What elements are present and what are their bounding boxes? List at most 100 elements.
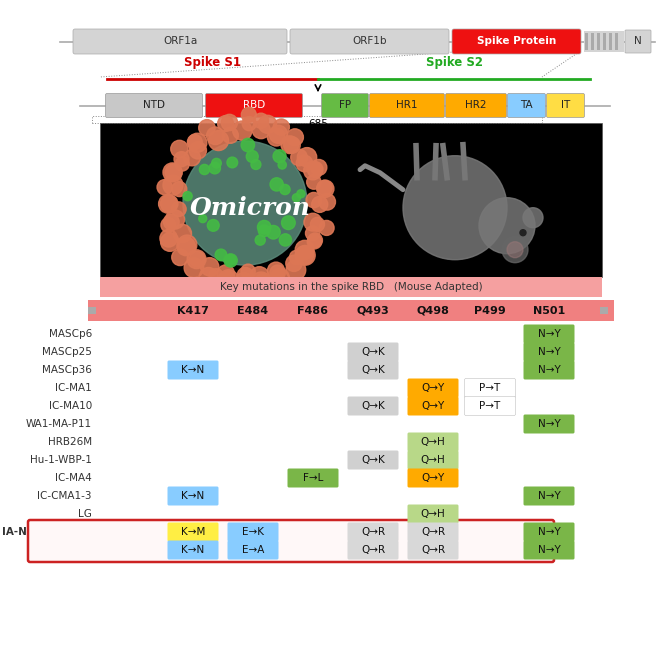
Circle shape <box>175 157 190 171</box>
Circle shape <box>225 255 236 265</box>
Circle shape <box>174 152 189 166</box>
Circle shape <box>184 150 200 166</box>
Text: MASCp36: MASCp36 <box>42 365 92 375</box>
Text: N→Y: N→Y <box>538 329 561 339</box>
Circle shape <box>237 268 253 284</box>
Circle shape <box>218 270 238 290</box>
Bar <box>597 33 600 50</box>
Circle shape <box>286 260 306 280</box>
Text: Hu-1-WBP-1: Hu-1-WBP-1 <box>30 455 92 465</box>
Text: N→Y: N→Y <box>538 527 561 537</box>
Circle shape <box>165 164 182 181</box>
Circle shape <box>209 131 228 150</box>
Text: Q→K: Q→K <box>361 455 385 465</box>
Text: Q→Y: Q→Y <box>421 473 445 483</box>
Circle shape <box>190 142 207 159</box>
FancyBboxPatch shape <box>205 93 303 117</box>
Circle shape <box>199 119 215 136</box>
Text: NTD: NTD <box>143 101 165 111</box>
Circle shape <box>172 249 188 266</box>
Circle shape <box>190 251 205 266</box>
FancyBboxPatch shape <box>465 378 515 397</box>
Circle shape <box>317 180 332 195</box>
Circle shape <box>273 150 286 163</box>
Circle shape <box>224 254 238 267</box>
Text: MASCp6: MASCp6 <box>49 329 92 339</box>
Circle shape <box>306 193 321 208</box>
Bar <box>591 33 594 50</box>
Circle shape <box>292 194 301 202</box>
Circle shape <box>209 268 223 283</box>
FancyBboxPatch shape <box>407 541 459 560</box>
Text: Q→R: Q→R <box>361 545 385 555</box>
Circle shape <box>291 149 307 166</box>
FancyBboxPatch shape <box>524 342 574 362</box>
Circle shape <box>177 238 195 256</box>
Text: TA: TA <box>520 101 533 111</box>
Circle shape <box>268 262 284 279</box>
Circle shape <box>296 155 313 172</box>
Circle shape <box>251 160 261 170</box>
FancyBboxPatch shape <box>547 93 584 117</box>
Text: HR2: HR2 <box>465 101 487 111</box>
Circle shape <box>295 246 315 265</box>
Circle shape <box>233 121 252 140</box>
Text: K→M: K→M <box>181 527 205 537</box>
Bar <box>584 31 624 52</box>
Circle shape <box>165 210 184 229</box>
Circle shape <box>218 115 234 132</box>
Text: LG: LG <box>78 509 92 519</box>
FancyBboxPatch shape <box>625 30 651 53</box>
Circle shape <box>284 137 300 153</box>
FancyBboxPatch shape <box>524 360 574 380</box>
Circle shape <box>307 235 322 249</box>
FancyBboxPatch shape <box>322 93 368 117</box>
Text: Q→R: Q→R <box>421 527 445 537</box>
Text: Q→K: Q→K <box>361 401 385 411</box>
Text: Q→H: Q→H <box>420 509 445 519</box>
Circle shape <box>282 216 295 229</box>
FancyBboxPatch shape <box>407 450 459 470</box>
Circle shape <box>290 250 303 264</box>
Circle shape <box>163 214 179 229</box>
Circle shape <box>479 198 535 254</box>
Circle shape <box>257 220 271 234</box>
Circle shape <box>199 164 209 174</box>
Circle shape <box>207 219 219 231</box>
FancyBboxPatch shape <box>407 468 459 488</box>
FancyBboxPatch shape <box>347 450 399 470</box>
Circle shape <box>316 180 334 197</box>
Circle shape <box>319 221 334 236</box>
FancyBboxPatch shape <box>524 541 574 560</box>
Text: Q493: Q493 <box>357 305 390 315</box>
FancyBboxPatch shape <box>452 29 581 54</box>
Text: ORF1a: ORF1a <box>163 36 197 46</box>
Text: IA-N501Y-MA30: IA-N501Y-MA30 <box>3 527 92 537</box>
Circle shape <box>241 138 255 152</box>
Bar <box>88 300 614 321</box>
Text: Q498: Q498 <box>417 305 449 315</box>
Bar <box>603 33 606 50</box>
FancyBboxPatch shape <box>445 93 507 117</box>
Circle shape <box>220 271 236 286</box>
Circle shape <box>286 129 303 146</box>
Bar <box>609 33 612 50</box>
Circle shape <box>304 162 322 180</box>
Circle shape <box>215 249 227 261</box>
Text: Q→R: Q→R <box>361 527 385 537</box>
FancyBboxPatch shape <box>28 520 554 562</box>
Circle shape <box>159 195 177 213</box>
Text: Q→H: Q→H <box>420 437 445 447</box>
Bar <box>100 123 602 277</box>
Circle shape <box>161 195 178 213</box>
Circle shape <box>199 268 218 286</box>
Circle shape <box>259 115 276 134</box>
Text: Q→Y: Q→Y <box>421 401 445 411</box>
Circle shape <box>157 180 172 195</box>
FancyBboxPatch shape <box>524 415 574 433</box>
FancyBboxPatch shape <box>524 523 574 541</box>
Text: Q→K: Q→K <box>361 365 385 375</box>
FancyBboxPatch shape <box>168 541 218 560</box>
Circle shape <box>266 225 280 239</box>
Bar <box>88 307 96 314</box>
